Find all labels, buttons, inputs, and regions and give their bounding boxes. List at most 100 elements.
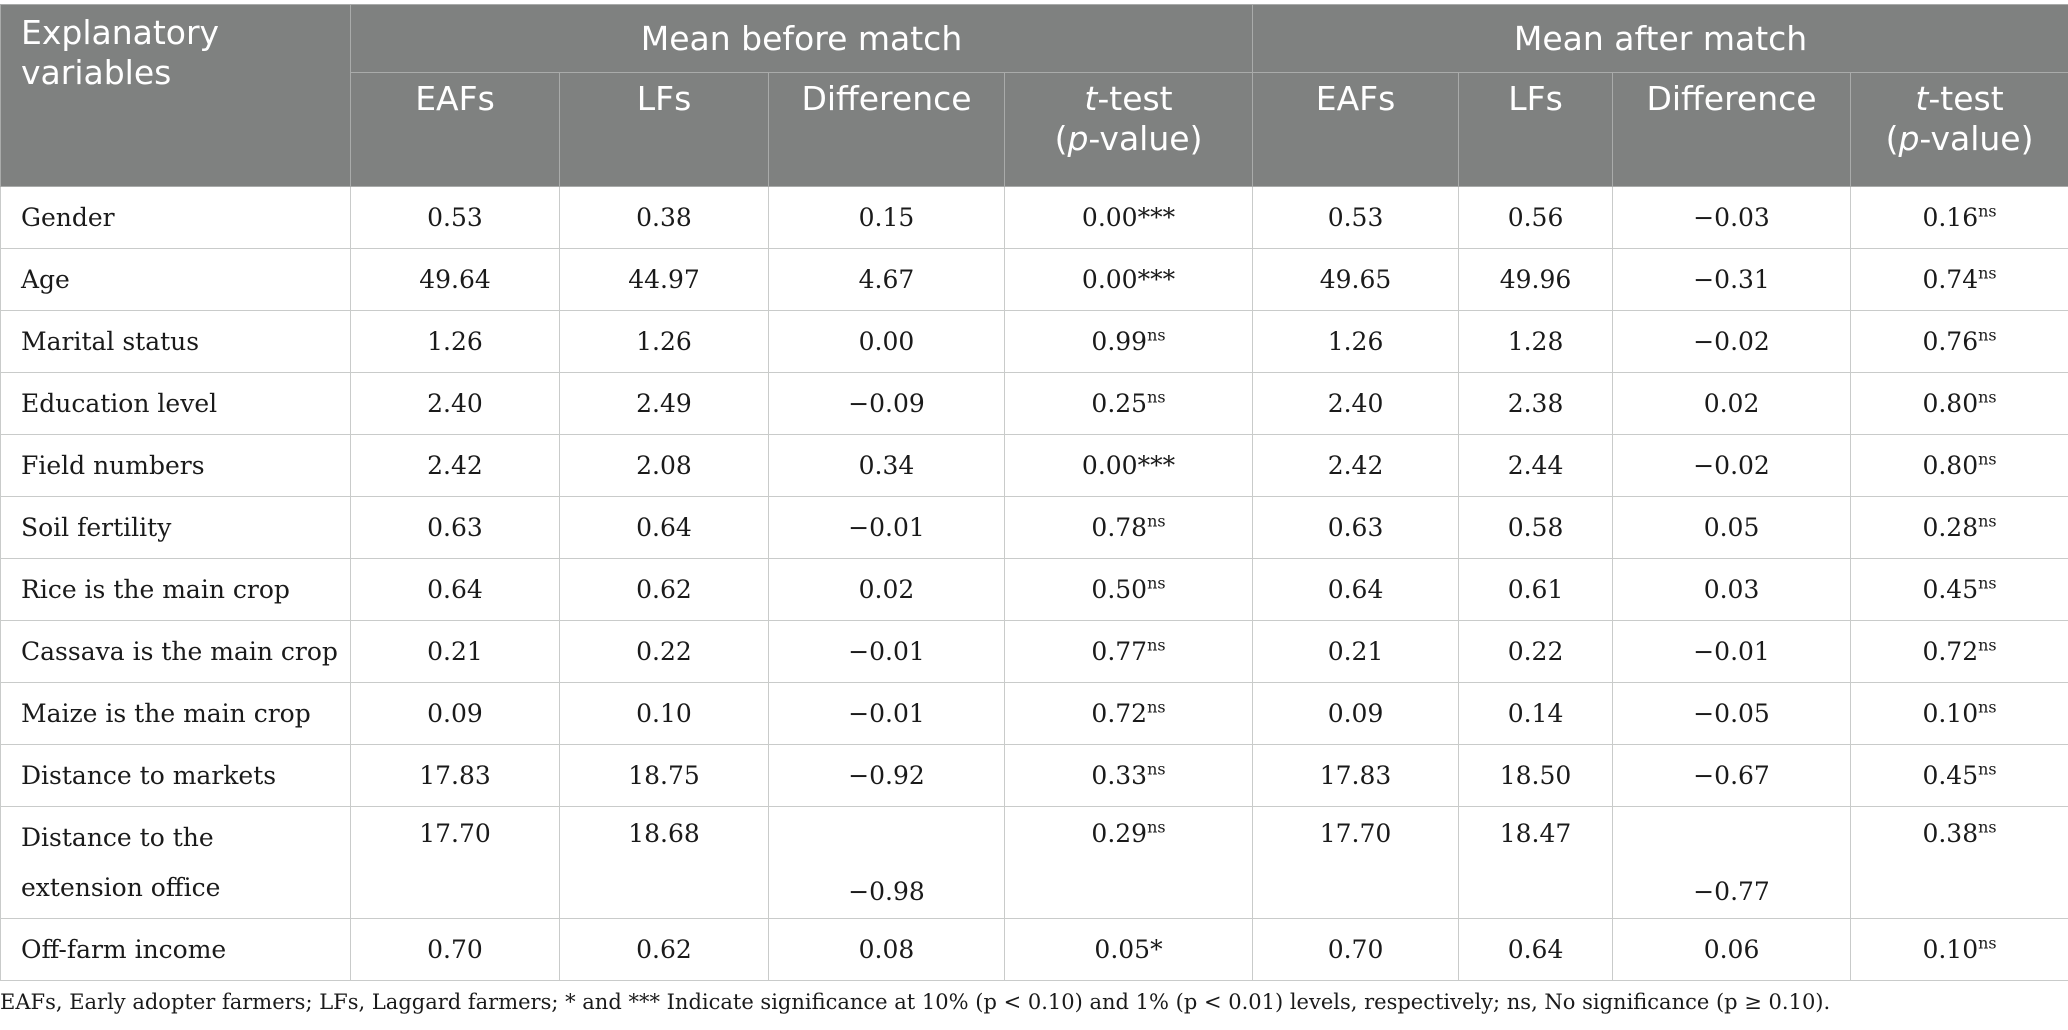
- before-lfs-value: 0.64: [559, 496, 769, 559]
- after-difference-value: −0.02: [1612, 310, 1852, 373]
- before-difference-value: −0.01: [768, 496, 1005, 559]
- after-eafs-value: 0.53: [1252, 186, 1460, 249]
- header-after-ttest: t-test (p-value): [1850, 72, 2068, 187]
- after-lfs-value: 2.38: [1458, 372, 1614, 435]
- after-eafs-value: 1.26: [1252, 310, 1460, 373]
- after-difference-value: −0.31: [1612, 248, 1852, 311]
- before-eafs-value: 0.63: [350, 496, 560, 559]
- before-eafs-value: 2.42: [350, 434, 560, 497]
- header-before-lfs: LFs: [559, 72, 769, 187]
- before-ttest-value: 0.72ns: [1003, 682, 1254, 745]
- before-difference-value: 0.34: [768, 434, 1005, 497]
- header-mean-after-match: Mean after match: [1252, 4, 2068, 73]
- after-ttest-value: 0.45ns: [1850, 744, 2068, 807]
- table-header: Explanatory variables Mean before match …: [0, 4, 2068, 187]
- row-label: Gender: [0, 186, 351, 249]
- before-eafs-value: 0.21: [350, 620, 560, 683]
- after-ttest-value: 0.72ns: [1850, 620, 2068, 683]
- before-eafs-value: 49.64: [350, 248, 560, 311]
- table-row-distance-to-extension-office: Distance to the extension office 17.70 1…: [0, 806, 2068, 919]
- after-eafs-value: 2.42: [1252, 434, 1460, 497]
- before-lfs-value: 44.97: [559, 248, 769, 311]
- before-difference-value: 0.15: [768, 186, 1005, 249]
- table-row-field-numbers: Field numbers 2.42 2.08 0.34 0.00*** 2.4…: [0, 434, 2068, 497]
- before-eafs-value: 0.70: [350, 918, 560, 981]
- after-eafs-value: 17.70: [1252, 806, 1460, 919]
- before-difference-value: 0.02: [768, 558, 1005, 621]
- after-difference-value: 0.05: [1612, 496, 1852, 559]
- after-eafs-value: 0.70: [1252, 918, 1460, 981]
- before-lfs-value: 1.26: [559, 310, 769, 373]
- before-eafs-value: 0.09: [350, 682, 560, 745]
- before-ttest-value: 0.99ns: [1003, 310, 1254, 373]
- row-label: Maize is the main crop: [0, 682, 351, 745]
- before-lfs-value: 18.75: [559, 744, 769, 807]
- table-row-rice-main-crop: Rice is the main crop 0.64 0.62 0.02 0.5…: [0, 558, 2068, 621]
- after-lfs-value: 0.61: [1458, 558, 1614, 621]
- before-ttest-value: 0.00***: [1003, 434, 1254, 497]
- after-eafs-value: 49.65: [1252, 248, 1460, 311]
- after-eafs-value: 0.64: [1252, 558, 1460, 621]
- after-ttest-value: 0.10ns: [1850, 682, 2068, 745]
- table-row-gender: Gender 0.53 0.38 0.15 0.00*** 0.53 0.56 …: [0, 186, 2068, 249]
- before-ttest-value: 0.33ns: [1003, 744, 1254, 807]
- before-eafs-value: 0.64: [350, 558, 560, 621]
- before-ttest-value: 0.00***: [1003, 248, 1254, 311]
- row-label: Off-farm income: [0, 918, 351, 981]
- after-lfs-value: 1.28: [1458, 310, 1614, 373]
- before-lfs-value: 2.49: [559, 372, 769, 435]
- table-body: Gender 0.53 0.38 0.15 0.00*** 0.53 0.56 …: [0, 186, 2068, 981]
- after-difference-value: −0.02: [1612, 434, 1852, 497]
- before-difference-value: 0.08: [768, 918, 1005, 981]
- before-ttest-value: 0.00***: [1003, 186, 1254, 249]
- before-lfs-value: 0.10: [559, 682, 769, 745]
- row-label: Distance to markets: [0, 744, 351, 807]
- before-eafs-value: 2.40: [350, 372, 560, 435]
- row-label: Distance to the extension office: [0, 806, 351, 919]
- after-difference-value: 0.02: [1612, 372, 1852, 435]
- before-difference-value: 4.67: [768, 248, 1005, 311]
- after-lfs-value: 0.14: [1458, 682, 1614, 745]
- table-row-age: Age 49.64 44.97 4.67 0.00*** 49.65 49.96…: [0, 248, 2068, 311]
- after-lfs-value: 0.56: [1458, 186, 1614, 249]
- before-ttest-value: 0.29ns: [1003, 806, 1254, 919]
- before-lfs-value: 0.62: [559, 558, 769, 621]
- table-row-maize-main-crop: Maize is the main crop 0.09 0.10 −0.01 0…: [0, 682, 2068, 745]
- before-lfs-value: 2.08: [559, 434, 769, 497]
- before-difference-value: −0.92: [768, 744, 1005, 807]
- after-eafs-value: 0.09: [1252, 682, 1460, 745]
- table-row-soil-fertility: Soil fertility 0.63 0.64 −0.01 0.78ns 0.…: [0, 496, 2068, 559]
- row-label: Marital status: [0, 310, 351, 373]
- after-ttest-value: 0.45ns: [1850, 558, 2068, 621]
- after-eafs-value: 0.63: [1252, 496, 1460, 559]
- row-label: Cassava is the main crop: [0, 620, 351, 683]
- balance-table: Explanatory variables Mean before match …: [0, 4, 2068, 981]
- before-lfs-value: 18.68: [559, 806, 769, 919]
- before-eafs-value: 17.70: [350, 806, 560, 919]
- before-difference-value: −0.01: [768, 620, 1005, 683]
- after-difference-value: −0.03: [1612, 186, 1852, 249]
- before-ttest-value: 0.78ns: [1003, 496, 1254, 559]
- after-difference-value: −0.67: [1612, 744, 1852, 807]
- before-difference-value: 0.00: [768, 310, 1005, 373]
- before-ttest-value: 0.25ns: [1003, 372, 1254, 435]
- row-label: Soil fertility: [0, 496, 351, 559]
- row-label: Field numbers: [0, 434, 351, 497]
- table-row-education-level: Education level 2.40 2.49 −0.09 0.25ns 2…: [0, 372, 2068, 435]
- table-row-marital-status: Marital status 1.26 1.26 0.00 0.99ns 1.2…: [0, 310, 2068, 373]
- before-ttest-value: 0.50ns: [1003, 558, 1254, 621]
- header-after-lfs: LFs: [1458, 72, 1614, 187]
- after-difference-value: −0.01: [1612, 620, 1852, 683]
- after-difference-value: −0.05: [1612, 682, 1852, 745]
- header-before-difference: Difference: [768, 72, 1005, 187]
- after-ttest-value: 0.16ns: [1850, 186, 2068, 249]
- after-difference-value: −0.77: [1612, 806, 1852, 919]
- table-row-off-farm-income: Off-farm income 0.70 0.62 0.08 0.05* 0.7…: [0, 918, 2068, 981]
- after-ttest-value: 0.80ns: [1850, 372, 2068, 435]
- before-difference-value: −0.09: [768, 372, 1005, 435]
- before-difference-value: −0.01: [768, 682, 1005, 745]
- after-eafs-value: 0.21: [1252, 620, 1460, 683]
- after-lfs-value: 0.58: [1458, 496, 1614, 559]
- after-ttest-value: 0.28ns: [1850, 496, 2068, 559]
- table-row-cassava-main-crop: Cassava is the main crop 0.21 0.22 −0.01…: [0, 620, 2068, 683]
